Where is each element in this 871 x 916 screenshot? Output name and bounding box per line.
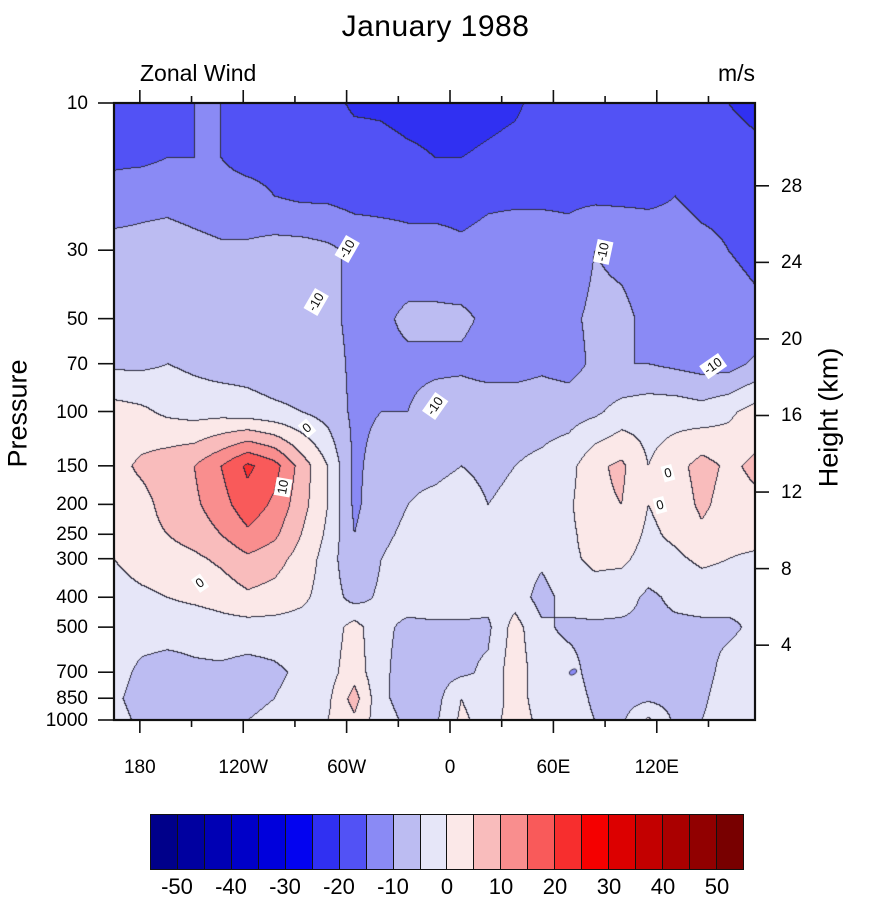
pressure-tick-label: 700 [56, 662, 88, 684]
colorbar-tick-label: 10 [488, 874, 514, 899]
lon-tick-label: 0 [444, 757, 456, 778]
colorbar-tick-label: -20 [323, 874, 355, 899]
height-tick-label: 16 [781, 405, 803, 427]
colorbar-cell [528, 815, 556, 869]
colorbar-cell [231, 815, 259, 869]
colorbar-cell [663, 815, 691, 869]
height-tick-label: 20 [781, 328, 803, 350]
height-tick-label: 8 [781, 558, 792, 580]
lon-tick-label: 60E [536, 757, 571, 778]
height-tick-label: 4 [781, 635, 792, 657]
colorbar-cell [555, 815, 583, 869]
colorbar-cell [447, 815, 475, 869]
pressure-tick-label: 100 [56, 401, 88, 423]
pressure-tick-label: 150 [56, 455, 88, 477]
page-title: January 1988 [341, 10, 530, 43]
colorbar-tick-label: 50 [704, 874, 730, 899]
pressure-tick-label: 70 [66, 353, 88, 375]
lon-tick-label: 120W [218, 757, 269, 778]
pressure-tick-label: 200 [56, 494, 88, 516]
colorbar-cell [474, 815, 502, 869]
colorbar-cell [339, 815, 367, 869]
pressure-tick-label: 850 [56, 688, 88, 710]
pressure-tick-label: 500 [56, 617, 88, 639]
colorbar-tick-label: -30 [269, 874, 301, 899]
pressure-tick-label: 10 [66, 93, 88, 114]
height-tick-label: 12 [781, 482, 803, 504]
colorbar-cell [609, 815, 637, 869]
pressure-tick-label: 400 [56, 587, 88, 609]
colorbar-cell [582, 815, 610, 869]
colorbar-tick-label: 0 [440, 874, 454, 899]
pressure-tick-label: 50 [66, 308, 88, 330]
colorbar-cell [285, 815, 313, 869]
pressure-tick-label: 30 [66, 240, 88, 262]
colorbar-cell [501, 815, 529, 869]
colorbar-cell [312, 815, 340, 869]
colorbar-cell [420, 815, 448, 869]
colorbar-cell [717, 815, 743, 869]
colorbar-cell [204, 815, 232, 869]
colorbar-tick-label: -40 [215, 874, 247, 899]
colorbar-labels: -50 -40 -30 -20 -10 0 10 20 30 40 50 [150, 876, 744, 902]
lon-tick-label: 180 [123, 757, 156, 778]
colorbar-cell [151, 815, 178, 869]
colorbar-cell [393, 815, 421, 869]
colorbar-cell [177, 815, 205, 869]
pressure-tick-label: 250 [56, 524, 88, 546]
height-tick-label: 24 [781, 252, 803, 274]
colorbar-cell [690, 815, 718, 869]
colorbar-tick-label: 40 [650, 874, 676, 899]
colorbar-tick-label: 20 [542, 874, 568, 899]
colorbar-tick-label: -50 [161, 874, 193, 899]
plot-subtitle-left: Zonal Wind [140, 60, 257, 86]
colorbar [150, 814, 744, 870]
colorbar-tick-label: 30 [596, 874, 622, 899]
lon-tick-label: 60W [327, 757, 367, 778]
contour-line-label: 10 [273, 476, 293, 498]
pressure-tick-label: 300 [56, 548, 88, 570]
lon-tick-label: 120E [634, 757, 679, 778]
pressure-tick-label: 1000 [45, 710, 88, 731]
colorbar-cell [258, 815, 286, 869]
height-tick-label: 28 [781, 175, 803, 197]
colorbar-tick-label: -10 [377, 874, 409, 899]
height-axis-title: Height (km) [813, 347, 844, 488]
colorbar-cell [366, 815, 394, 869]
plot-units-label: m/s [717, 60, 755, 86]
colorbar-cell [636, 815, 664, 869]
